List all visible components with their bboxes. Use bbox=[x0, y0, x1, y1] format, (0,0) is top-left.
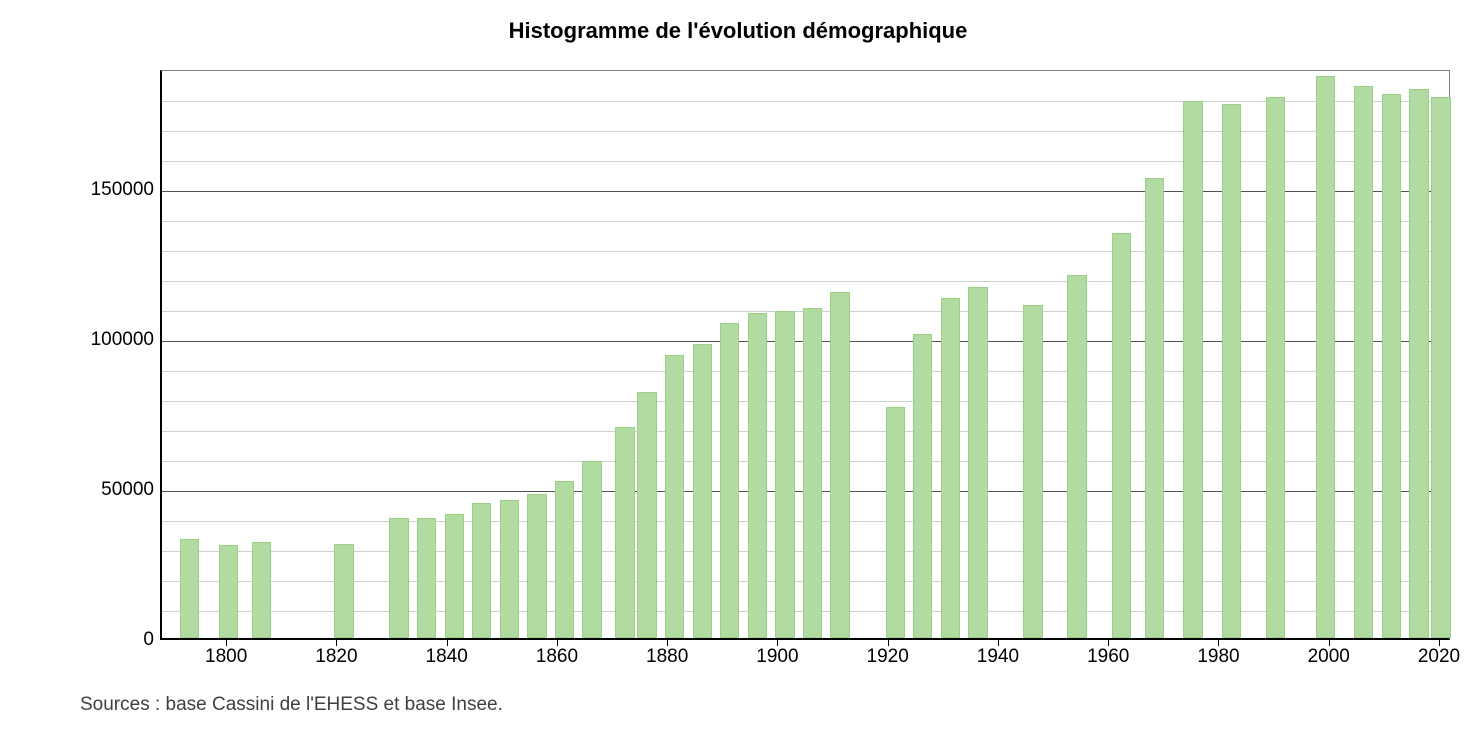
x-tick-label: 2020 bbox=[1418, 646, 1460, 668]
x-tick-mark bbox=[1218, 638, 1219, 646]
chart-title: Histogramme de l'évolution démographique bbox=[0, 18, 1476, 44]
x-tick-label: 2000 bbox=[1308, 646, 1350, 668]
bar bbox=[1431, 97, 1450, 639]
bar bbox=[665, 355, 684, 639]
bar bbox=[748, 313, 767, 639]
x-tick-mark bbox=[777, 638, 778, 646]
bar bbox=[1145, 178, 1164, 639]
bar bbox=[472, 503, 491, 638]
bar bbox=[1382, 94, 1401, 639]
bar bbox=[527, 494, 546, 638]
y-tick-label: 0 bbox=[143, 629, 154, 651]
gridline-minor bbox=[162, 101, 1449, 102]
bar bbox=[720, 323, 739, 638]
x-tick-label: 1880 bbox=[646, 646, 688, 668]
x-tick-label: 1980 bbox=[1197, 646, 1239, 668]
gridline-minor bbox=[162, 251, 1449, 252]
x-tick-mark bbox=[226, 638, 227, 646]
gridline-major bbox=[162, 191, 1449, 192]
bar bbox=[968, 287, 987, 638]
plot-area bbox=[160, 70, 1450, 640]
bar bbox=[913, 334, 932, 639]
x-tick-mark bbox=[336, 638, 337, 646]
source-text: Sources : base Cassini de l'EHESS et bas… bbox=[80, 694, 503, 716]
bar bbox=[886, 407, 905, 638]
bar bbox=[180, 539, 199, 638]
x-tick-label: 1940 bbox=[977, 646, 1019, 668]
bar bbox=[582, 461, 601, 638]
bar bbox=[445, 514, 464, 639]
bar bbox=[775, 311, 794, 638]
bar bbox=[803, 308, 822, 638]
bar bbox=[1409, 89, 1428, 638]
bar bbox=[252, 542, 271, 638]
x-tick-mark bbox=[447, 638, 448, 646]
bar bbox=[941, 298, 960, 639]
x-tick-label: 1860 bbox=[536, 646, 578, 668]
bar bbox=[1183, 101, 1202, 638]
bar bbox=[500, 500, 519, 638]
gridline-minor bbox=[162, 281, 1449, 282]
y-tick-label: 150000 bbox=[91, 179, 154, 201]
x-tick-label: 1800 bbox=[205, 646, 247, 668]
x-tick-label: 1820 bbox=[315, 646, 357, 668]
gridline-minor bbox=[162, 161, 1449, 162]
bar bbox=[334, 544, 353, 639]
bar bbox=[417, 518, 436, 638]
bar bbox=[1354, 86, 1373, 638]
x-tick-mark bbox=[888, 638, 889, 646]
x-tick-mark bbox=[1439, 638, 1440, 646]
bar bbox=[615, 427, 634, 639]
gridline-minor bbox=[162, 221, 1449, 222]
y-tick-label: 50000 bbox=[101, 479, 154, 501]
bar bbox=[1023, 305, 1042, 638]
x-tick-mark bbox=[1108, 638, 1109, 646]
x-tick-label: 1920 bbox=[867, 646, 909, 668]
bar bbox=[1222, 104, 1241, 638]
gridline-minor bbox=[162, 131, 1449, 132]
x-tick-mark bbox=[557, 638, 558, 646]
bar bbox=[1112, 233, 1131, 638]
bar bbox=[693, 344, 712, 638]
bar bbox=[1067, 275, 1086, 638]
bar bbox=[219, 545, 238, 638]
x-tick-mark bbox=[998, 638, 999, 646]
x-tick-label: 1900 bbox=[756, 646, 798, 668]
x-tick-mark bbox=[667, 638, 668, 646]
bar bbox=[830, 292, 849, 639]
bar bbox=[637, 392, 656, 638]
y-tick-label: 100000 bbox=[91, 329, 154, 351]
x-tick-label: 1840 bbox=[426, 646, 468, 668]
bar bbox=[1316, 76, 1335, 639]
x-tick-mark bbox=[1329, 638, 1330, 646]
bar bbox=[1266, 97, 1285, 639]
chart-container: Histogramme de l'évolution démographique… bbox=[0, 0, 1476, 738]
bar bbox=[389, 518, 408, 638]
bar bbox=[555, 481, 574, 639]
x-tick-label: 1960 bbox=[1087, 646, 1129, 668]
